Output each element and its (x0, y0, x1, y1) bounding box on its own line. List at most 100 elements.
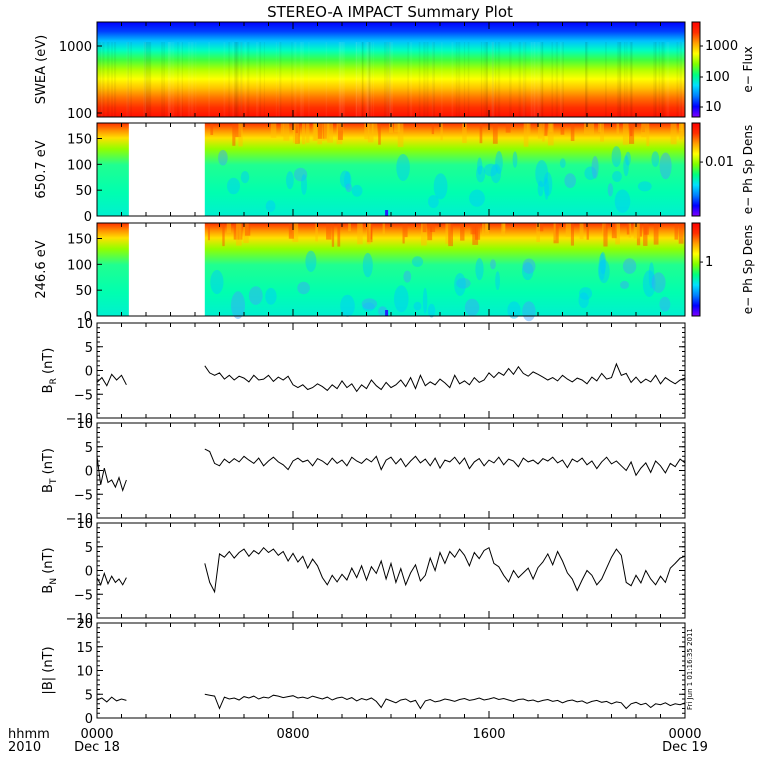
pad650-heatmap-streak (305, 123, 310, 143)
bt-y-tick-label: 10 (76, 417, 93, 432)
pad246-heatmap-streak (236, 223, 242, 246)
panel-br: 10 5 0 −5 −10 BR (nT) (41, 317, 686, 427)
pad246-y-tick-label: 100 (67, 258, 92, 273)
pad650-heatmap-blob (345, 183, 353, 193)
swea-striation (372, 42, 375, 117)
pad650-heatmap-streak (367, 123, 374, 143)
pad246-heatmap-streak (653, 223, 659, 245)
pad246-heatmap-blob (297, 281, 310, 295)
pad650-heatmap-streak (616, 123, 620, 135)
swea-striation (130, 42, 132, 117)
pad650-heatmap-blob (490, 163, 502, 184)
swea-striation (355, 42, 358, 117)
pad246-heatmap-streak (357, 223, 363, 245)
br-y-axis-label: BR (nT) (41, 348, 59, 394)
pad650-heatmap-streak (440, 123, 443, 141)
pad650-heatmap-streak (397, 123, 404, 147)
swea-striation (585, 42, 589, 117)
swea-striation (247, 42, 250, 117)
bn-frame (96, 522, 686, 619)
pad246-heatmap-blob (522, 258, 536, 274)
bn-y-axis-label-sub: N (49, 578, 59, 585)
bt-y-tick-label: 5 (85, 441, 93, 456)
swea-striation (370, 42, 372, 117)
bn-y-axis-label-main: B (41, 585, 56, 594)
pad246-heatmap-streak (244, 223, 251, 236)
swea-striation (491, 42, 495, 117)
pad650-heatmap-streak (317, 123, 323, 139)
bn-y-tick-label: 10 (76, 517, 93, 532)
swea-striation (161, 42, 164, 117)
pad650-y-axis-label: 650.7 eV (34, 140, 49, 198)
bn-series-segment-1 (204, 546, 686, 594)
pad650-heatmap-streak (302, 123, 306, 145)
pad650-heatmap-streak (283, 123, 290, 141)
bt-y-axis-label-main: B (41, 484, 56, 493)
pad246-heatmap-streak (326, 223, 332, 240)
br-y-tick-label: −5 (74, 388, 93, 403)
pad650-heatmap-blob (495, 151, 503, 174)
pad650-heatmap-blob (543, 172, 553, 197)
swea-striation (256, 42, 259, 117)
pad650-heatmap-streak (527, 123, 531, 136)
pad246-heatmap-streak (421, 223, 427, 246)
swea-striation (441, 42, 443, 117)
swea-striation (451, 42, 454, 117)
swea-striation (180, 42, 182, 117)
pad246-heatmap-blob (248, 286, 263, 305)
pad246-heatmap-streak (445, 223, 451, 244)
bt-y-axis-label-unit: (nT) (41, 448, 56, 478)
pad650-heatmap-blob (607, 183, 614, 197)
pad650-heatmap-blob (483, 163, 498, 177)
pad246-heatmap-streak (678, 223, 684, 244)
swea-striation (367, 42, 370, 117)
x-date-label-end: Dec 19 (662, 740, 708, 755)
swea-striation (388, 42, 391, 117)
swea-striation (388, 42, 391, 117)
swea-striation (355, 42, 358, 117)
br-y-axis-label-sub: R (49, 378, 59, 384)
swea-striation (679, 42, 682, 117)
bmag-y-tick-label: 20 (76, 617, 93, 632)
swea-striation (661, 42, 664, 117)
swea-striation (208, 42, 210, 117)
pad246-heatmap-blob (507, 301, 521, 319)
pad246-heatmap-blob (362, 252, 373, 278)
pad650-heatmap-streak (547, 123, 554, 146)
pad246-heatmap-seg1 (97, 223, 129, 316)
pad650-heatmap-streak (560, 123, 565, 135)
pad650-heatmap-blob (612, 171, 622, 182)
pad650-heatmap-streak (630, 123, 633, 137)
swea-striation (361, 42, 363, 117)
pad650-heatmap-blob (433, 173, 448, 200)
pad246-heatmap-blob (578, 292, 589, 309)
swea-y-axis-label: SWEA (eV) (34, 35, 49, 104)
swea-striation (147, 42, 149, 117)
swea-striation (384, 42, 386, 117)
swea-striation (223, 42, 226, 117)
swea-striation (111, 42, 113, 117)
swea-striation (235, 42, 238, 117)
swea-striation (232, 42, 234, 117)
bn-y-tick-label: 5 (85, 541, 93, 556)
pad650-heatmap-blob (651, 151, 660, 168)
swea-striation (626, 42, 628, 117)
swea-striation (362, 42, 364, 117)
swea-striation (163, 42, 165, 117)
pad246-heatmap-streak (315, 223, 318, 242)
swea-striation (145, 42, 147, 117)
pad246-heatmap-blob (598, 259, 610, 284)
x-tick-label-3: 0000 (668, 727, 701, 742)
pad650-heatmap-blob (564, 173, 576, 189)
pad650-heatmap-streak (280, 123, 284, 137)
pad650-heatmap-streak (210, 123, 214, 135)
pad650-heatmap-blob (544, 177, 549, 200)
br-y-tick-label: 5 (85, 341, 93, 356)
pad246-heatmap-streak (427, 223, 433, 241)
pad650-heatmap-streak (537, 123, 543, 139)
swea-striation (525, 42, 527, 117)
pad246-heatmap-streak (615, 223, 620, 245)
swea-striation (127, 42, 130, 117)
pad246-heatmap-streak (402, 223, 405, 244)
